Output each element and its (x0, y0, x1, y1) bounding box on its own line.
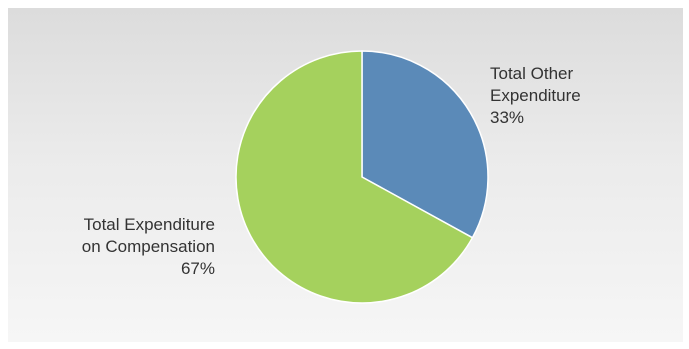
slice-label-comp-percent: 67% (180, 259, 215, 278)
slice-label-compensation: Total Expenditure on Compensation 67% (82, 214, 215, 280)
pie-chart (235, 50, 489, 304)
slice-label-other-line-2: Expenditure (490, 86, 581, 105)
slice-label-other-line-1: Total Other (490, 64, 574, 83)
chart-frame: Total Other Expenditure 33% Total Expend… (8, 8, 683, 342)
slice-label-comp-line-2: on Compensation (81, 237, 215, 256)
slice-label-other-expenditure: Total Other Expenditure 33% (490, 63, 581, 129)
slice-label-comp-line-1: Total Expenditure (83, 215, 215, 234)
slice-label-other-percent: 33% (490, 108, 525, 127)
pie-slice-1 (235, 50, 474, 304)
pie-slice-0 (361, 50, 489, 239)
